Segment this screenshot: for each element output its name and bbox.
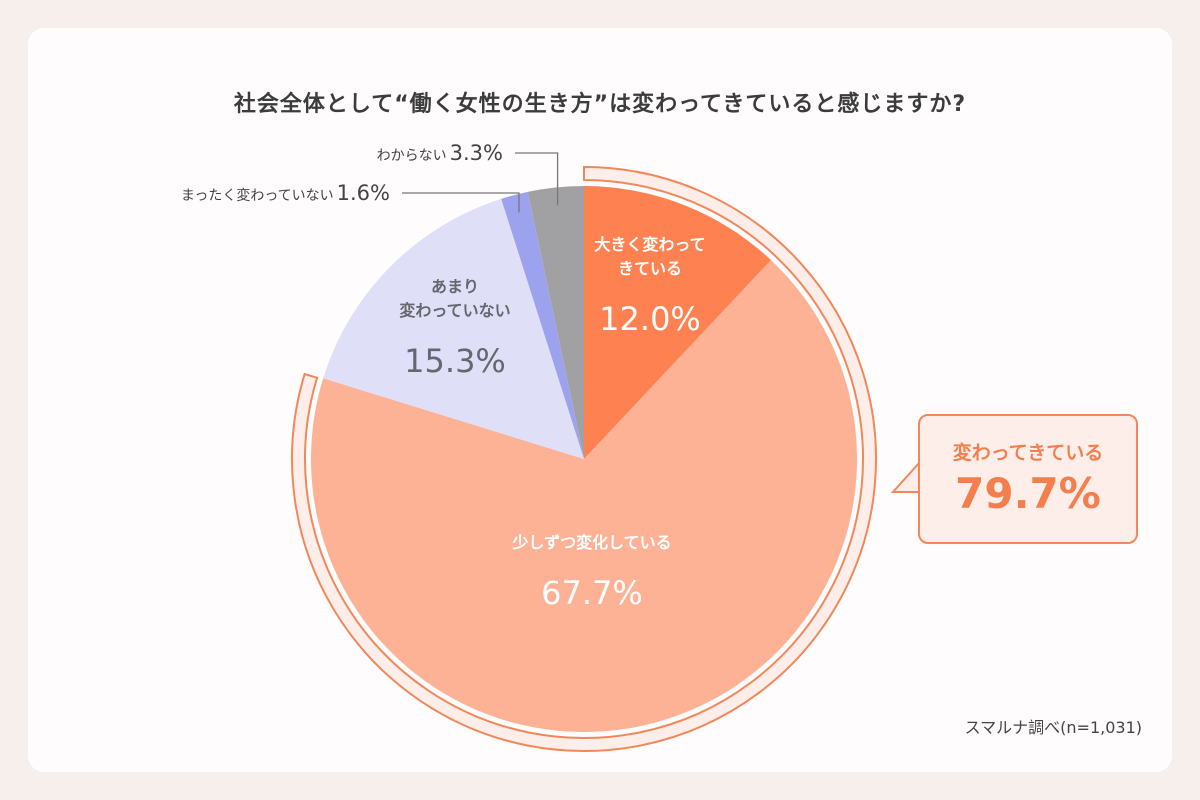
- chart-title: 社会全体として“働く女性の生き方”は変わってきていると感じますか?: [233, 92, 967, 117]
- slice-label: まったく変わっていない 1.6%: [181, 181, 390, 205]
- slice-label: わからない 3.3%: [377, 141, 503, 165]
- source-note: スマルナ調べ(n=1,031): [964, 718, 1142, 737]
- group-callout: 変わってきている 79.7%: [918, 414, 1138, 544]
- callout-pointer: [890, 461, 921, 493]
- slice-label: 変わっていない: [399, 301, 510, 320]
- slice-value-label: 12.0%: [599, 300, 701, 338]
- pie-slice: [311, 260, 858, 732]
- leader-line: [402, 192, 520, 213]
- slice-value-label: 15.3%: [404, 342, 506, 380]
- group-callout-value: 79.7%: [955, 469, 1101, 518]
- slice-label: 大きく変わって: [594, 235, 705, 254]
- group-callout-label: 変わってきている: [952, 442, 1104, 464]
- leader-line: [515, 152, 559, 206]
- pie-slice: [584, 186, 772, 459]
- slice-label: きている: [618, 259, 682, 278]
- pie-slice: [323, 198, 584, 459]
- slice-label: あまり: [431, 277, 479, 296]
- group-ring: [291, 165, 877, 752]
- slice-value-label: 67.7%: [541, 574, 643, 612]
- pie-slice: [527, 186, 584, 459]
- pie-slice: [501, 191, 584, 460]
- slice-label: 少しずつ変化している: [511, 533, 671, 552]
